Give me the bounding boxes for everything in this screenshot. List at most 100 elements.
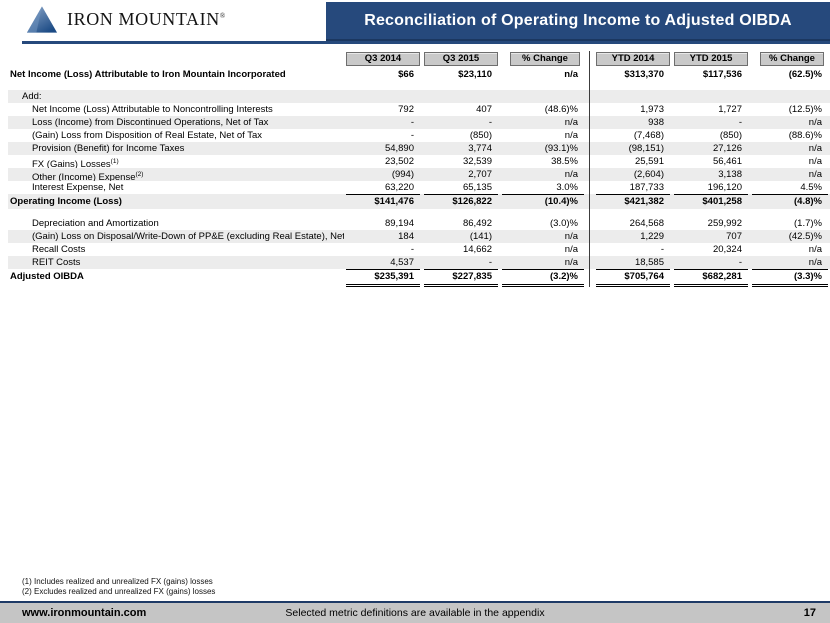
value-cell: 86,492 bbox=[462, 218, 492, 229]
value-cell: 23,502 bbox=[384, 156, 414, 167]
value-cell: (98,151) bbox=[628, 143, 664, 154]
registered-mark: ® bbox=[219, 12, 226, 20]
value-cell: 54,890 bbox=[384, 143, 414, 154]
reconciliation-table: Q3 2014 Q3 2015 % Change YTD 2014 YTD 2015 % … bbox=[8, 51, 830, 287]
value-cell: n/a bbox=[564, 169, 578, 180]
value-cell: (48.6)% bbox=[544, 104, 578, 115]
section-gap bbox=[8, 209, 830, 217]
table-row: Adjusted OIBDA $235,391 $227,835 (3.2)% $705… bbox=[8, 269, 830, 287]
value-cell: (850) bbox=[469, 130, 492, 141]
table-row: Provision (Benefit) for Income Taxes 54,8… bbox=[8, 142, 830, 155]
footnote-2: (2) Excludes realized and unrealized FX … bbox=[22, 587, 216, 596]
value-cell: 187,733 bbox=[596, 181, 670, 195]
table-row: Add: bbox=[8, 90, 830, 103]
row-label: Other (Income) Expense(2) bbox=[32, 171, 144, 181]
section-gap bbox=[8, 82, 830, 90]
value-cell: $227,835 bbox=[424, 269, 498, 287]
column-group-divider bbox=[586, 155, 594, 168]
value-cell: n/a bbox=[808, 156, 822, 167]
column-header: % Change bbox=[510, 52, 580, 66]
value-cell bbox=[424, 90, 498, 103]
row-label: Recall Costs bbox=[32, 244, 86, 255]
footnotes: (1) Includes realized and unrealized FX … bbox=[22, 577, 215, 597]
column-header: YTD 2014 bbox=[596, 52, 670, 66]
value-cell: n/a bbox=[502, 256, 584, 270]
value-cell: n/a bbox=[564, 117, 578, 128]
column-group-divider bbox=[586, 82, 594, 90]
value-cell bbox=[502, 90, 584, 103]
value-cell: 25,591 bbox=[634, 156, 664, 167]
value-cell: (1.7)% bbox=[794, 218, 822, 229]
value-cell: 184 bbox=[398, 231, 414, 242]
row-label: REIT Costs bbox=[32, 257, 81, 268]
value-cell: 27,126 bbox=[712, 143, 742, 154]
value-cell: $313,370 bbox=[624, 69, 664, 80]
value-cell: 32,539 bbox=[462, 156, 492, 167]
column-header: YTD 2015 bbox=[674, 52, 748, 66]
row-label: Interest Expense, Net bbox=[32, 182, 124, 193]
value-cell: $126,822 bbox=[452, 196, 492, 207]
value-cell: 259,992 bbox=[707, 218, 742, 229]
column-group-divider bbox=[586, 194, 594, 209]
row-label: Operating Income (Loss) bbox=[10, 196, 122, 207]
value-cell: (42.5)% bbox=[788, 231, 822, 242]
header-divider-rule bbox=[22, 41, 830, 44]
value-cell: n/a bbox=[808, 143, 822, 154]
row-label: Adjusted OIBDA bbox=[10, 271, 84, 282]
slide-title-bar: Reconciliation of Operating Income to Ad… bbox=[326, 2, 830, 41]
value-cell bbox=[346, 90, 420, 103]
column-group-divider bbox=[586, 90, 594, 103]
table-row: Other (Income) Expense(2) (994) 2,707 n/a (2… bbox=[8, 168, 830, 181]
column-header: Q3 2014 bbox=[346, 52, 420, 66]
table-row: Interest Expense, Net 63,220 65,135 3.0% 187… bbox=[8, 181, 830, 195]
value-cell: 18,585 bbox=[596, 256, 670, 270]
value-cell: 56,461 bbox=[712, 156, 742, 167]
value-cell: $23,110 bbox=[458, 69, 492, 80]
column-group-divider bbox=[586, 142, 594, 155]
column-group-divider bbox=[586, 269, 594, 287]
slide-footer: www.ironmountain.com Selected metric def… bbox=[0, 601, 830, 623]
row-label: Loss (Income) from Discontinued Operatio… bbox=[32, 117, 269, 128]
table-row: (Gain) Loss from Disposition of Real Est… bbox=[8, 129, 830, 142]
value-cell: 63,220 bbox=[346, 181, 420, 195]
column-group-divider bbox=[586, 129, 594, 142]
footer-note: Selected metric definitions are availabl… bbox=[285, 607, 545, 619]
value-cell: (3.2)% bbox=[502, 269, 584, 287]
value-cell: (850) bbox=[719, 130, 742, 141]
value-cell: n/a bbox=[808, 244, 822, 255]
value-cell: n/a bbox=[752, 256, 828, 270]
value-cell: $141,476 bbox=[374, 196, 414, 207]
value-cell: - bbox=[674, 256, 748, 270]
header-cell: % Change bbox=[750, 51, 830, 67]
value-cell: (88.6)% bbox=[788, 130, 822, 141]
value-cell: 3,138 bbox=[718, 169, 742, 180]
value-cell: - bbox=[424, 256, 498, 270]
value-cell: (62.5)% bbox=[788, 69, 822, 80]
header-cell: Q3 2015 bbox=[422, 51, 500, 67]
value-cell: (12.5)% bbox=[788, 104, 822, 115]
value-cell: 4.5% bbox=[752, 181, 828, 195]
value-cell: $401,258 bbox=[702, 196, 742, 207]
value-cell: n/a bbox=[564, 69, 578, 80]
value-cell: $66 bbox=[398, 69, 414, 80]
value-cell: - bbox=[410, 130, 414, 141]
value-cell: $705,764 bbox=[596, 269, 670, 287]
row-label: Add: bbox=[22, 91, 42, 102]
value-cell: 707 bbox=[726, 231, 742, 242]
row-label: FX (Gains) Losses(1) bbox=[32, 158, 119, 168]
value-cell: $117,536 bbox=[702, 69, 742, 80]
value-cell: 89,194 bbox=[384, 218, 414, 229]
website-link[interactable]: www.ironmountain.com bbox=[22, 607, 147, 619]
value-cell: 196,120 bbox=[674, 181, 748, 195]
row-label: Depreciation and Amortization bbox=[32, 218, 159, 229]
column-header: % Change bbox=[760, 52, 824, 66]
value-cell: (141) bbox=[469, 231, 492, 242]
value-cell: 938 bbox=[648, 117, 664, 128]
value-cell: n/a bbox=[564, 130, 578, 141]
column-group-divider bbox=[586, 181, 594, 195]
value-cell: n/a bbox=[808, 117, 822, 128]
header-cell: YTD 2014 bbox=[594, 51, 672, 67]
value-cell: 14,662 bbox=[462, 244, 492, 255]
value-cell: 792 bbox=[398, 104, 414, 115]
